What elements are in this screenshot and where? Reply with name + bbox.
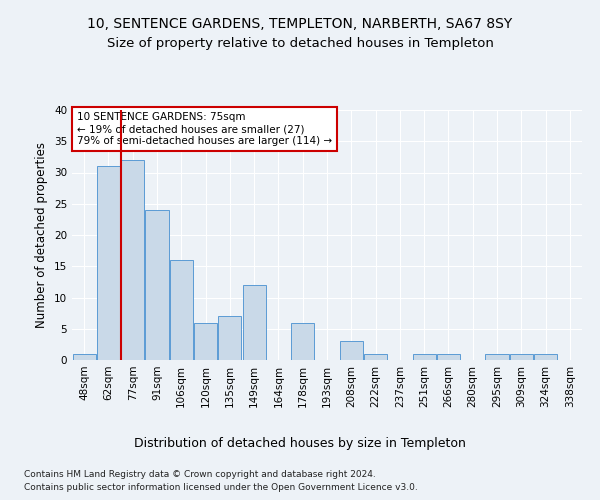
Bar [364, 354, 387, 360]
Text: Distribution of detached houses by size in Templeton: Distribution of detached houses by size … [134, 438, 466, 450]
Bar [145, 210, 169, 360]
Bar [413, 354, 436, 360]
Text: Contains HM Land Registry data © Crown copyright and database right 2024.: Contains HM Land Registry data © Crown c… [24, 470, 376, 479]
Bar [194, 322, 217, 360]
Bar [534, 354, 557, 360]
Bar [340, 341, 363, 360]
Bar [291, 322, 314, 360]
Bar [218, 316, 241, 360]
Bar [97, 166, 120, 360]
Text: Contains public sector information licensed under the Open Government Licence v3: Contains public sector information licen… [24, 482, 418, 492]
Bar [242, 285, 266, 360]
Y-axis label: Number of detached properties: Number of detached properties [35, 142, 49, 328]
Text: 10, SENTENCE GARDENS, TEMPLETON, NARBERTH, SA67 8SY: 10, SENTENCE GARDENS, TEMPLETON, NARBERT… [88, 18, 512, 32]
Bar [510, 354, 533, 360]
Bar [73, 354, 95, 360]
Text: Size of property relative to detached houses in Templeton: Size of property relative to detached ho… [107, 38, 493, 51]
Bar [121, 160, 144, 360]
Bar [485, 354, 509, 360]
Bar [437, 354, 460, 360]
Bar [170, 260, 193, 360]
Text: 10 SENTENCE GARDENS: 75sqm
← 19% of detached houses are smaller (27)
79% of semi: 10 SENTENCE GARDENS: 75sqm ← 19% of deta… [77, 112, 332, 146]
